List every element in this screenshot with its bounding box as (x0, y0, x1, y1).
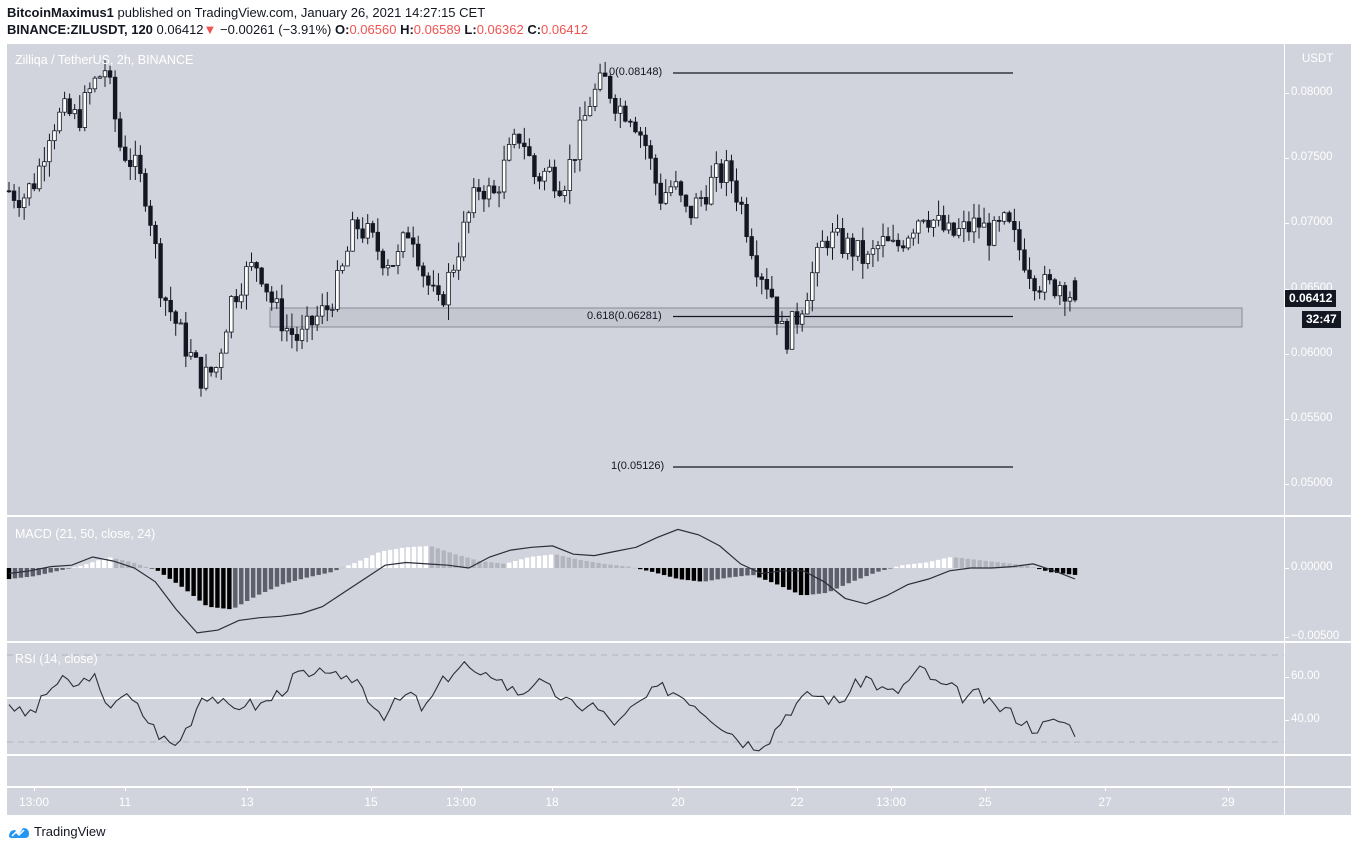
main-pane-title: Zilliqa / TetherUS, 2h, BINANCE (15, 53, 194, 67)
low-label: L: (464, 22, 477, 37)
time-axis-tick (371, 787, 372, 791)
time-axis-tick (125, 787, 126, 791)
price-axis-currency: USDT (1302, 53, 1334, 65)
indicator-axis-label: 40.00 (1291, 713, 1320, 725)
indicator-axis-label: 60.00 (1291, 670, 1320, 682)
price-axis-label: 0.07000 (1291, 216, 1333, 229)
chart-frame[interactable] (7, 44, 1351, 815)
symbol-info-line: BINANCE:ZILUSDT, 120 0.06412▼ −0.00261 (… (7, 22, 588, 37)
time-axis-tick (552, 787, 553, 791)
support-zone-rectangle[interactable] (269, 307, 1243, 328)
bar-countdown-tag: 32:47 (1302, 311, 1341, 328)
indicator-axis-tick (1285, 677, 1289, 678)
candlestick-series (6, 60, 1078, 397)
fib-label-0: 0(0.08148) (609, 66, 663, 78)
indicator-axis-label: 0.00000 (1291, 561, 1333, 573)
price-axis-tick (1285, 418, 1289, 420)
last-price-tag: 0.06412 (1285, 290, 1337, 307)
price-axis-tick (1285, 353, 1289, 355)
time-axis-label: 22 (790, 795, 804, 809)
footer-brand: TradingView (8, 824, 106, 839)
price-axis-tick (1285, 158, 1289, 160)
price-axis-tick (1285, 223, 1289, 225)
tradingview-logo-icon (8, 825, 30, 839)
time-axis-label: 13 (240, 795, 254, 809)
time-axis-tick (891, 787, 892, 791)
price-axis-label: 0.08000 (1291, 86, 1333, 98)
publish-text: published on TradingView.com, January 26… (113, 5, 486, 20)
indicator-axis-tick (1285, 568, 1289, 569)
tradingview-brand-text: TradingView (34, 824, 106, 839)
close-value: 0.06412 (541, 22, 589, 37)
time-axis-label: 20 (671, 795, 685, 809)
time-axis-label: 13:00 (875, 795, 907, 809)
high-value: 0.06589 (413, 22, 461, 37)
time-axis-label: 29 (1221, 795, 1235, 809)
time-axis-tick (797, 787, 798, 791)
price-axis-tick (1285, 93, 1289, 94)
time-axis-label: 11 (118, 795, 132, 809)
macd-histogram (6, 546, 1078, 610)
publisher-name[interactable]: BitcoinMaximus1 (7, 5, 114, 20)
open-value: 0.06560 (349, 22, 397, 37)
price-axis-tick (1285, 288, 1289, 290)
price-axis-label: 0.05000 (1291, 477, 1333, 489)
time-axis-label: 18 (545, 795, 559, 809)
price-axis-label: 0.06000 (1291, 346, 1333, 359)
macd-pane-title: MACD (21, 50, close, 24) (15, 527, 156, 541)
open-label: O: (334, 22, 350, 37)
pane-separator[interactable] (7, 515, 1351, 517)
price-axis-tick (1285, 484, 1289, 485)
last-price: 0.06412 (156, 22, 204, 37)
time-axis-tick (461, 787, 462, 791)
time-axis-label: 15 (364, 795, 378, 809)
time-axis-label: 25 (978, 795, 992, 809)
pane-separator (7, 754, 1351, 756)
time-axis-tick (678, 787, 679, 791)
price-axis-separator (1284, 44, 1285, 815)
time-axis-tick (1105, 787, 1106, 791)
rsi-line (8, 660, 1076, 752)
close-label: C: (527, 22, 542, 37)
pane-separator[interactable] (7, 641, 1351, 643)
publish-info: BitcoinMaximus1 published on TradingView… (7, 5, 485, 20)
price-change: −0.00261 (−3.91%) (220, 22, 332, 37)
time-axis-label: 13:00 (445, 795, 477, 809)
time-axis-tick (247, 787, 248, 791)
fib-label-1: 1(0.05126) (611, 460, 665, 472)
rsi-pane-title: RSI (14, close) (15, 652, 98, 666)
indicator-axis-tick (1285, 637, 1289, 638)
down-arrow-icon: ▼ (203, 22, 217, 37)
time-axis-label: 27 (1098, 795, 1112, 809)
macd-line (8, 528, 1076, 634)
time-axis-tick (34, 787, 35, 791)
time-axis-label: 13:00 (18, 795, 50, 809)
time-axis-tick (985, 787, 986, 791)
price-axis-label: 0.07500 (1291, 151, 1333, 164)
high-label: H: (400, 22, 414, 37)
price-axis-label: 0.05500 (1291, 411, 1333, 424)
symbol-label: BINANCE:ZILUSDT, 120 (7, 22, 153, 37)
time-axis-tick (1228, 787, 1229, 791)
time-axis-separator (7, 786, 1351, 788)
fib-label-0618: 0.618(0.06281) (587, 310, 662, 322)
low-value: 0.06362 (476, 22, 524, 37)
indicator-axis-label: −0.00500 (1291, 630, 1340, 642)
indicator-axis-tick (1285, 720, 1289, 721)
